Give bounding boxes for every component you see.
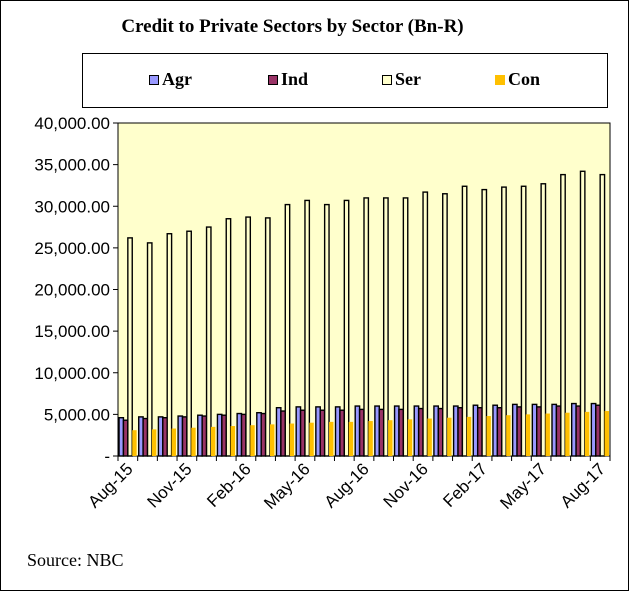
bar-ser (284, 203, 291, 457)
bar-ser (520, 185, 527, 457)
bar-con (447, 417, 452, 456)
bar-con (525, 414, 531, 456)
x-tick-label: Nov-15 (144, 459, 196, 511)
x-tick-label: Nov-16 (380, 459, 432, 511)
y-tick-label: 5,000.00 (44, 405, 110, 424)
bar-ser (205, 226, 212, 457)
y-tick-label: 35,000.00 (34, 156, 110, 175)
bar-ser (560, 173, 566, 457)
bar-con (171, 428, 176, 456)
bar-ser (186, 230, 192, 457)
y-tick-label: 25,000.00 (34, 239, 110, 258)
bar-ser (264, 217, 271, 457)
bar-con (230, 426, 236, 456)
bar-con (329, 421, 334, 456)
legend-item-ind: Ind (268, 69, 308, 90)
bar-con (270, 424, 275, 456)
y-tick-label: 30,000.00 (34, 197, 110, 216)
legend-swatch-ind (268, 74, 278, 85)
legend-swatch-ser (382, 74, 392, 85)
bar-con (486, 416, 491, 456)
y-tick-label: 20,000.00 (34, 281, 110, 300)
x-tick-label: Aug-16 (321, 459, 373, 511)
bar-ser (363, 197, 370, 457)
bar-con (388, 420, 393, 456)
bar-ser (146, 242, 153, 457)
x-tick-label: Feb-16 (203, 459, 255, 511)
bar-con (466, 416, 472, 456)
bar-con (250, 425, 255, 456)
bar-con (132, 430, 137, 456)
bar-con (407, 419, 413, 456)
legend-label-con: Con (508, 69, 541, 89)
bar-con (565, 412, 570, 456)
bar-con (368, 421, 373, 456)
y-tick-label: - (104, 447, 110, 466)
bar-con (191, 427, 196, 456)
bar-ser (127, 237, 133, 457)
bar-ser (402, 197, 409, 457)
x-tick-label: Feb-17 (439, 459, 491, 511)
chart-title: Credit to Private Sectors by Sector (Bn-… (121, 16, 464, 37)
bar-con (289, 423, 295, 456)
legend: Agr Ind Ser Con (82, 53, 608, 108)
bar-ser (422, 191, 429, 457)
bar-ser (343, 199, 350, 457)
y-tick-label: 15,000.00 (34, 322, 110, 341)
bar-con (210, 426, 216, 456)
bar-ser (540, 183, 547, 457)
legend-swatch-con (495, 74, 505, 85)
bar-ser (442, 193, 448, 457)
bar-ser (382, 197, 389, 457)
bar-con (545, 413, 550, 456)
bar-ser (245, 216, 252, 457)
bar-con (506, 415, 511, 456)
bar-con (604, 411, 609, 456)
bar-ser (481, 188, 488, 457)
bar-con (309, 422, 314, 456)
legend-item-agr: Agr (149, 69, 192, 90)
bar-ser (501, 186, 507, 457)
bar-ser (225, 218, 232, 457)
bar-ser (461, 185, 468, 457)
source-note: Source: NBC (27, 550, 124, 570)
bar-ser (579, 170, 586, 457)
bar-ser (323, 203, 330, 457)
x-tick-label: Aug-17 (557, 459, 609, 511)
legend-item-con: Con (495, 69, 540, 90)
bar-con (427, 418, 432, 456)
legend-label-agr: Agr (162, 69, 192, 89)
bar-ser (166, 233, 173, 457)
y-tick-label: 10,000.00 (34, 364, 110, 383)
bar-con (348, 421, 354, 456)
legend-label-ser: Ser (395, 69, 421, 89)
bar-ser (599, 173, 606, 457)
x-tick-label: May-17 (496, 459, 550, 513)
legend-swatch-agr (149, 74, 159, 85)
bar-con (584, 411, 590, 456)
legend-label-ind: Ind (281, 69, 309, 89)
bar-ser (304, 199, 311, 457)
legend-item-ser: Ser (382, 69, 421, 90)
x-tick-label: Aug-15 (84, 459, 136, 511)
y-tick-label: 40,000.00 (34, 114, 110, 133)
bar-con (151, 429, 157, 456)
x-tick-label: May-16 (260, 459, 314, 513)
